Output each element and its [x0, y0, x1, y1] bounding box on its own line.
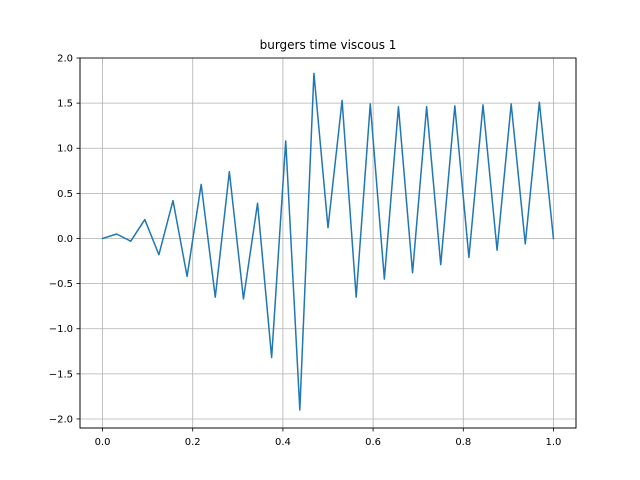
y-tick-label: 1.0	[57, 144, 73, 155]
x-tick-label: 0.4	[275, 437, 291, 448]
y-tick-label: −1.5	[49, 369, 73, 380]
y-axis: −2.0 −1.5 −1.0 −0.5 0.0 0.5 1.0 1.5 2.0	[49, 54, 80, 425]
x-tick-label: 0.6	[365, 437, 381, 448]
series-line	[101, 72, 555, 411]
y-tick-label: 2.0	[57, 54, 73, 65]
y-tick-label: −0.5	[49, 279, 73, 290]
x-tick-label: 1.0	[546, 437, 562, 448]
y-tick-label: 1.5	[57, 99, 73, 110]
chart-title: burgers time viscous 1	[260, 38, 397, 52]
x-tick-label: 0.2	[185, 437, 201, 448]
y-tick-label: 0.5	[57, 189, 73, 200]
y-tick-label: −1.0	[49, 324, 73, 335]
x-axis: 0.0 0.2 0.4 0.6 0.8 1.0	[95, 428, 562, 448]
x-tick-label: 0.0	[95, 437, 111, 448]
series-line-group	[101, 72, 555, 411]
y-tick-label: 0.0	[57, 234, 73, 245]
y-tick-label: −2.0	[49, 414, 73, 425]
x-tick-label: 0.8	[455, 437, 471, 448]
axes-border	[79, 57, 577, 429]
